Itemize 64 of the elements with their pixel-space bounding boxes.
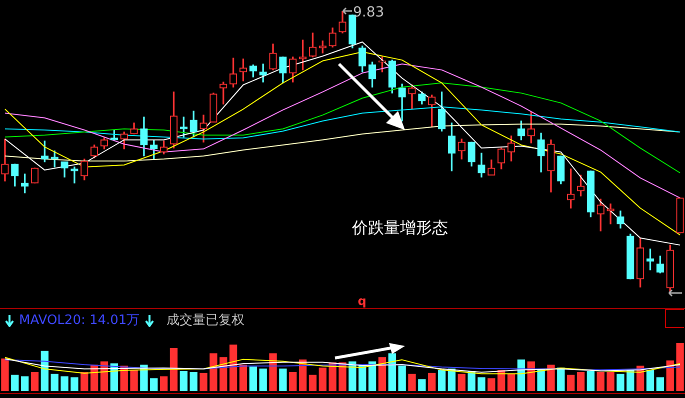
bar [130, 370, 138, 391]
bar [80, 372, 88, 391]
bar [378, 357, 386, 391]
bar [666, 360, 674, 391]
bar [318, 368, 326, 391]
bar [30, 372, 39, 391]
bar [616, 374, 624, 391]
bar [586, 370, 595, 391]
bar [60, 376, 68, 391]
bar [170, 348, 178, 391]
bar [308, 374, 317, 391]
bar [259, 368, 267, 391]
bar [269, 353, 277, 391]
bar [368, 361, 376, 391]
bar [239, 364, 248, 391]
bar [488, 378, 496, 391]
bar [468, 370, 476, 391]
text: q [358, 294, 366, 308]
bar [557, 368, 565, 391]
bar [229, 344, 238, 391]
bar [358, 364, 366, 391]
text: MAVOL20: 14.01万 [19, 312, 140, 329]
bar [210, 353, 218, 391]
bar [478, 377, 486, 391]
bar [328, 362, 336, 391]
bar [160, 376, 168, 391]
bar [140, 364, 148, 391]
bar [180, 370, 188, 391]
bar [646, 370, 654, 391]
bar [418, 379, 426, 391]
text: 成交量已复权 [166, 312, 245, 329]
bar [11, 374, 19, 391]
bar [448, 368, 456, 391]
bar [289, 372, 297, 391]
bar [567, 374, 575, 391]
bar [1, 358, 9, 391]
annotation: 价跌量增形态 [351, 218, 448, 238]
candlestick [259, 64, 267, 82]
bar [150, 378, 158, 391]
bar [676, 343, 684, 391]
bar [576, 372, 585, 391]
bar [428, 372, 436, 391]
bar [279, 368, 287, 391]
bar [626, 370, 634, 391]
bar [50, 374, 58, 391]
bar [70, 377, 78, 391]
bar [596, 372, 604, 391]
bar [20, 376, 29, 391]
bar [348, 361, 356, 391]
bar [458, 374, 466, 391]
bar [249, 366, 257, 391]
bar [200, 372, 208, 391]
bar [40, 350, 49, 391]
bar [338, 362, 346, 391]
bar [398, 366, 406, 391]
bar [507, 374, 516, 391]
annotation: 9.83 [353, 4, 384, 21]
bar [656, 377, 664, 391]
bar [606, 372, 614, 391]
bar [547, 364, 555, 391]
bar [408, 374, 416, 391]
bar [438, 370, 446, 391]
bar [190, 372, 198, 391]
candlestick [606, 204, 614, 224]
